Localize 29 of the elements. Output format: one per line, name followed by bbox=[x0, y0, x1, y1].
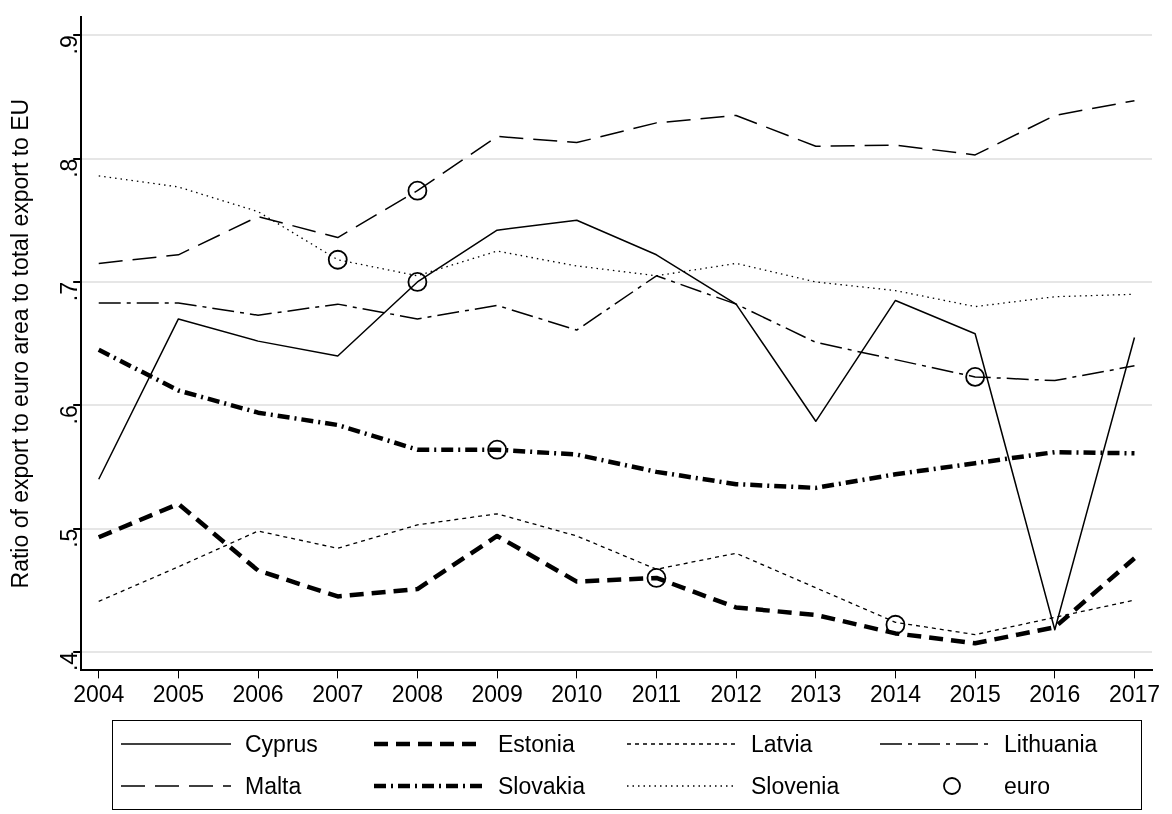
legend-label: Latvia bbox=[751, 730, 813, 758]
x-tick-label: 2015 bbox=[949, 680, 1001, 707]
legend-label: Cyprus bbox=[245, 730, 318, 758]
x-tick-label: 2011 bbox=[631, 680, 682, 707]
legend-label: Malta bbox=[245, 772, 302, 800]
legend-label: Lithuania bbox=[1004, 730, 1098, 758]
x-tick-label: 2009 bbox=[471, 680, 523, 707]
x-tick-label: 2005 bbox=[152, 680, 204, 707]
x-tick-label: 2004 bbox=[73, 680, 125, 707]
legend-label: Slovenia bbox=[751, 772, 840, 800]
x-tick-label: 2017 bbox=[1108, 680, 1161, 707]
x-tick-label: 2016 bbox=[1029, 680, 1081, 707]
x-tick-label: 2010 bbox=[551, 680, 603, 707]
y-tick-label: .6 bbox=[55, 405, 82, 425]
y-tick-label: .9 bbox=[55, 35, 82, 55]
y-tick-label: .4 bbox=[55, 651, 82, 672]
x-tick-label: 2012 bbox=[710, 680, 762, 707]
legend-label: euro bbox=[1004, 772, 1051, 800]
y-tick-label: .7 bbox=[55, 281, 82, 302]
y-tick-label: .5 bbox=[55, 528, 82, 548]
x-tick-label: 2008 bbox=[391, 680, 443, 707]
x-tick-label: 2007 bbox=[312, 680, 364, 707]
y-axis-title: Ratio of export to euro area to total export to EU bbox=[7, 98, 34, 589]
y-tick-label: .8 bbox=[55, 158, 82, 178]
x-tick-label: 2014 bbox=[869, 680, 922, 707]
x-tick-label: 2013 bbox=[790, 680, 842, 707]
x-tick-label: 2006 bbox=[232, 680, 284, 707]
legend-label: Estonia bbox=[498, 730, 575, 758]
legend-label: Slovakia bbox=[498, 772, 585, 800]
